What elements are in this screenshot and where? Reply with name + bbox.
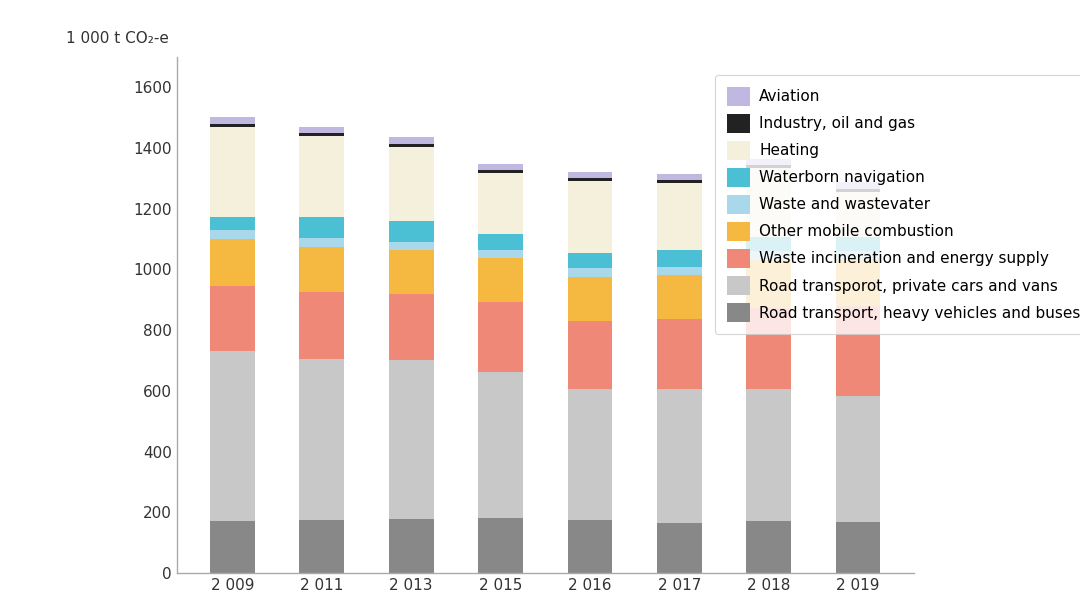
Bar bbox=[657, 174, 702, 181]
Bar bbox=[389, 242, 433, 250]
Bar bbox=[568, 253, 612, 268]
Bar bbox=[389, 359, 433, 519]
Bar bbox=[836, 396, 880, 522]
Bar bbox=[478, 250, 523, 258]
Bar bbox=[746, 168, 791, 237]
Bar bbox=[657, 184, 702, 250]
Bar bbox=[211, 217, 255, 230]
Bar bbox=[657, 267, 702, 275]
Bar bbox=[746, 389, 791, 521]
Bar bbox=[211, 117, 255, 123]
Bar bbox=[211, 239, 255, 286]
Bar bbox=[299, 520, 345, 573]
Bar bbox=[568, 520, 612, 573]
Bar bbox=[478, 302, 523, 372]
Bar bbox=[478, 258, 523, 302]
Bar bbox=[568, 178, 612, 181]
Bar bbox=[836, 237, 880, 251]
Bar bbox=[389, 143, 433, 147]
Bar bbox=[299, 136, 345, 217]
Bar bbox=[389, 137, 433, 143]
Bar bbox=[746, 260, 791, 308]
Bar bbox=[746, 237, 791, 251]
Bar bbox=[746, 251, 791, 260]
Bar bbox=[746, 521, 791, 573]
Bar bbox=[746, 308, 791, 389]
Bar bbox=[478, 164, 523, 170]
Bar bbox=[568, 181, 612, 253]
Bar bbox=[389, 250, 433, 294]
Bar bbox=[568, 389, 612, 520]
Bar bbox=[836, 182, 880, 188]
Bar bbox=[478, 234, 523, 250]
Bar bbox=[836, 306, 880, 396]
Bar bbox=[299, 238, 345, 247]
Bar bbox=[657, 275, 702, 319]
Bar bbox=[211, 230, 255, 239]
Bar bbox=[478, 173, 523, 234]
Bar bbox=[299, 133, 345, 136]
Bar bbox=[211, 123, 255, 127]
Bar bbox=[568, 268, 612, 277]
Bar bbox=[299, 127, 345, 133]
Bar bbox=[389, 147, 433, 221]
Bar bbox=[211, 522, 255, 573]
Bar bbox=[568, 321, 612, 389]
Bar bbox=[211, 127, 255, 217]
Bar bbox=[836, 188, 880, 192]
Y-axis label: 1 000 t CO₂-e: 1 000 t CO₂-e bbox=[66, 32, 170, 46]
Bar bbox=[299, 359, 345, 520]
Bar bbox=[211, 286, 255, 351]
Bar bbox=[478, 518, 523, 573]
Bar bbox=[657, 250, 702, 267]
Bar bbox=[389, 294, 433, 359]
Bar bbox=[211, 351, 255, 522]
Bar bbox=[389, 221, 433, 242]
Bar bbox=[299, 292, 345, 359]
Bar bbox=[299, 217, 345, 238]
Bar bbox=[836, 260, 880, 306]
Bar bbox=[568, 277, 612, 321]
Bar bbox=[657, 319, 702, 389]
Bar bbox=[389, 519, 433, 573]
Bar bbox=[746, 159, 791, 165]
Legend: Aviation, Industry, oil and gas, Heating, Waterborn navigation, Waste and wastev: Aviation, Industry, oil and gas, Heating… bbox=[715, 75, 1080, 334]
Bar bbox=[568, 172, 612, 178]
Bar bbox=[657, 389, 702, 523]
Bar bbox=[299, 247, 345, 292]
Bar bbox=[657, 523, 702, 573]
Bar bbox=[836, 522, 880, 573]
Bar bbox=[478, 372, 523, 518]
Bar bbox=[836, 251, 880, 260]
Bar bbox=[746, 165, 791, 168]
Bar bbox=[657, 181, 702, 184]
Bar bbox=[836, 192, 880, 237]
Bar bbox=[478, 170, 523, 173]
